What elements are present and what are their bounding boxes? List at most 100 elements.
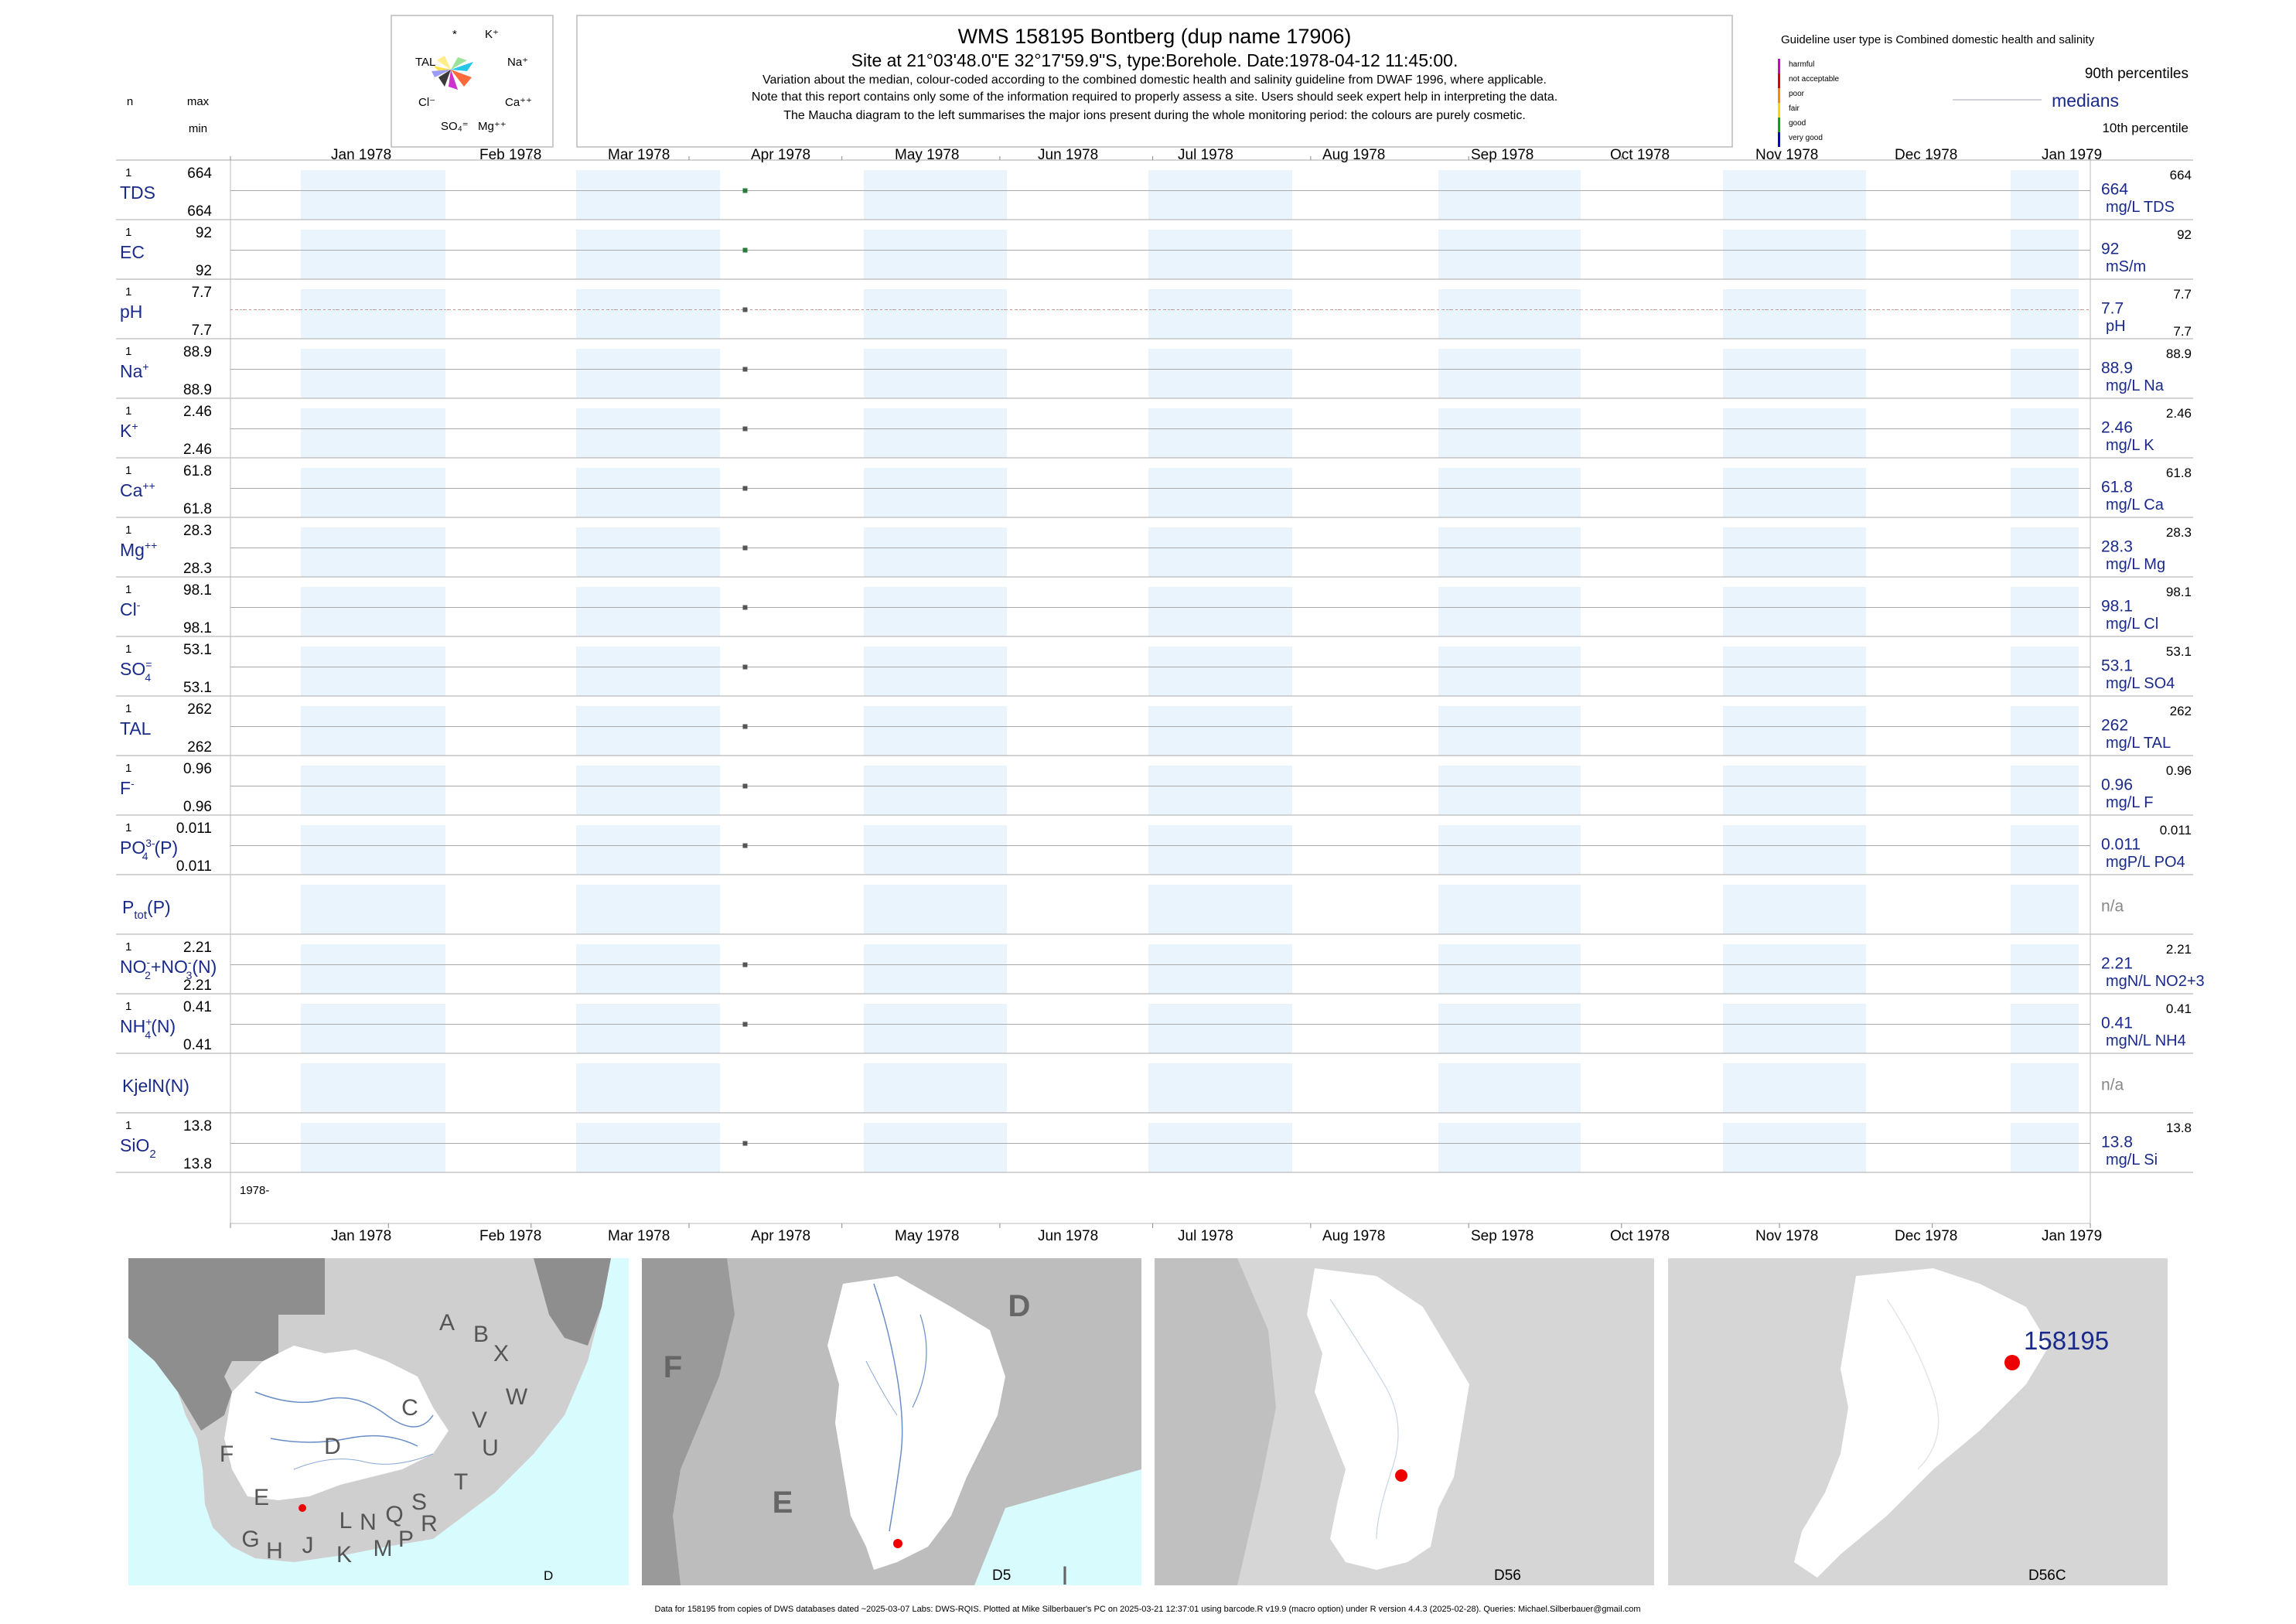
month-band [1723, 468, 1866, 517]
month-band [1723, 647, 1866, 696]
month-label-top: Oct 1978 [1610, 147, 1670, 163]
sample-point [742, 545, 748, 551]
month-band [864, 885, 1007, 934]
month-band [1148, 1123, 1292, 1172]
min-value: 7.7 [192, 322, 212, 339]
n-header: n [127, 95, 133, 108]
p90-value: 28.3 [2166, 525, 2192, 540]
label-tds: TDS [120, 183, 155, 203]
month-band [1723, 766, 1866, 815]
month-label-top: Apr 1978 [751, 147, 810, 163]
label-sio2: SiO2 [120, 1135, 156, 1161]
month-band [1438, 944, 1581, 994]
min-value: 2.46 [183, 442, 212, 458]
map1-region-letter: V [472, 1407, 487, 1433]
p90-label: 90th percentiles [2085, 66, 2189, 82]
month-band [1438, 527, 1581, 577]
month-band [1148, 944, 1292, 994]
sample-point [742, 367, 748, 372]
p90-value: 88.9 [2166, 346, 2192, 361]
month-band [301, 408, 445, 458]
month-label-bottom: May 1978 [895, 1228, 959, 1244]
month-label-bottom: Jan 1979 [2042, 1228, 2102, 1244]
month-label-top: Jul 1978 [1178, 147, 1233, 163]
p90-value: 7.7 [2173, 287, 2192, 302]
maucha-label: Na⁺ [507, 56, 528, 69]
p90-value: 0.96 [2166, 763, 2192, 778]
sample-point [742, 247, 748, 253]
legend-class-label: good [1789, 119, 1806, 128]
median-value: 262 [2101, 717, 2128, 735]
legend-color-swatch [1778, 132, 1780, 147]
max-header: max [187, 95, 210, 108]
month-band [301, 587, 445, 636]
month-band [576, 647, 720, 696]
maucha-label: Ca⁺⁺ [505, 96, 532, 109]
month-band [1148, 468, 1292, 517]
month-label-bottom: Nov 1978 [1755, 1228, 1818, 1244]
month-band [1438, 587, 1581, 636]
month-band [864, 468, 1007, 517]
max-value: 53.1 [183, 642, 212, 658]
month-band [1438, 170, 1581, 220]
month-band [1148, 349, 1292, 398]
month-band [1438, 1123, 1581, 1172]
map1-region-letter: R [421, 1511, 438, 1537]
month-band [1723, 587, 1866, 636]
month-band [1723, 408, 1866, 458]
maucha-diagram: * K⁺ TAL Na⁺ Cl⁻ Ca⁺⁺ SO₄⁼ Mg⁺⁺ [391, 15, 554, 148]
p90-value: 98.1 [2166, 585, 2192, 599]
map1-region-letter: K [336, 1542, 352, 1568]
min-header: min [189, 122, 207, 135]
month-band [1438, 468, 1581, 517]
month-band [301, 1123, 445, 1172]
month-band [1148, 527, 1292, 577]
label-nh4: NH+ 4(N) [120, 1015, 176, 1041]
legend-color-swatch [1778, 73, 1780, 88]
month-label-top: Jun 1978 [1038, 147, 1098, 163]
map1-label: D [544, 1568, 553, 1583]
month-label-top: Jan 1978 [331, 147, 391, 163]
guideline-classes: harmful not acceptable poor fair good very go… [1778, 59, 1839, 147]
month-label-bottom: Jul 1978 [1178, 1228, 1233, 1244]
title-box: WMS 158195 Bontberg (dup name 17906) Sit… [576, 15, 1733, 148]
month-label-bottom: Dec 1978 [1895, 1228, 1957, 1244]
month-band [576, 527, 720, 577]
max-value: 88.9 [183, 344, 212, 360]
median-value: 664 [2101, 181, 2128, 199]
month-band [1723, 1123, 1866, 1172]
p90-value: 53.1 [2166, 644, 2192, 659]
median-value: 61.8 [2101, 479, 2133, 496]
sample-count: 1 [125, 226, 131, 239]
label-ec: EC [120, 242, 145, 262]
month-band [2011, 706, 2079, 756]
min-value: 61.8 [183, 501, 212, 517]
month-band [864, 647, 1007, 696]
legend-color-swatch [1778, 118, 1780, 132]
month-band [1438, 706, 1581, 756]
month-band [864, 1063, 1007, 1113]
max-value: 664 [187, 165, 212, 182]
map3-catchment-d56 [1307, 1268, 1469, 1570]
max-value: 262 [187, 701, 212, 718]
month-band [2011, 1004, 2079, 1053]
p90-value: 0.41 [2166, 1001, 2192, 1016]
month-label-top: Dec 1978 [1895, 147, 1957, 163]
barcode-chart: Jan 1978 Jan 1978 Feb 1978 Feb 1978 Mar 1978… [116, 147, 2205, 1244]
map2-catchment-d5 [827, 1276, 1005, 1570]
p90-value: 262 [2170, 704, 2192, 718]
map2-label: D5 [992, 1568, 1011, 1584]
month-band [1723, 706, 1866, 756]
map4-label: D56C [2028, 1568, 2066, 1584]
maucha-segment-ca [451, 70, 472, 87]
map1-region-letter: G [241, 1527, 259, 1552]
sample-count: 1 [125, 524, 131, 537]
month-band [2011, 170, 2079, 220]
min-value: 88.9 [183, 382, 212, 398]
month-band [1438, 885, 1581, 934]
month-band [576, 468, 720, 517]
median-value-na: n/a [2101, 1076, 2124, 1094]
month-band [1438, 408, 1581, 458]
sample-count: 1 [125, 940, 131, 954]
